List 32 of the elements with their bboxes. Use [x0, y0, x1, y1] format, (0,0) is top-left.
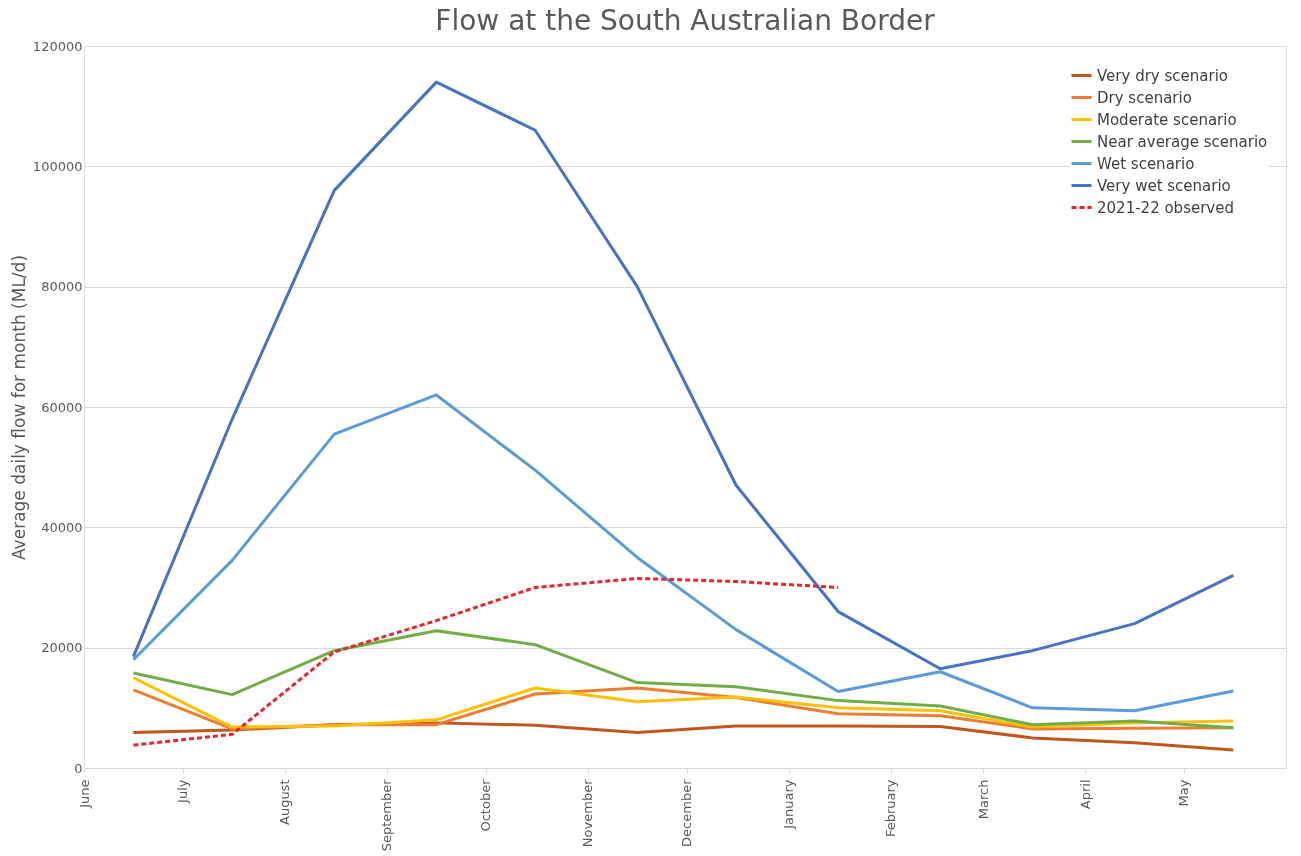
y-tick-label: 60000 — [41, 399, 83, 415]
legend-label: Near average scenario — [1097, 132, 1268, 151]
y-tick-label: 120000 — [32, 38, 83, 54]
y-tick-label: 80000 — [41, 279, 83, 295]
x-tick-label: March — [975, 779, 991, 820]
legend-label: Wet scenario — [1097, 154, 1195, 173]
x-tick-label: February — [883, 779, 899, 838]
y-tick-label: 40000 — [41, 519, 83, 535]
legend-label: 2021-22 observed — [1097, 198, 1234, 217]
x-tick-label: April — [1077, 779, 1093, 810]
line-series — [131, 629, 1235, 730]
x-tick-label: June — [76, 779, 92, 809]
legend-label: Very dry scenario — [1097, 66, 1228, 85]
line-series — [131, 576, 840, 747]
y-tick-label: 100000 — [32, 158, 83, 174]
legend-label: Moderate scenario — [1097, 110, 1237, 129]
x-tick-label: November — [580, 778, 596, 848]
x-tick-label: December — [679, 778, 695, 847]
x-tick-label: August — [277, 779, 293, 825]
x-tick-label: September — [379, 778, 395, 852]
line-series — [131, 393, 1235, 713]
y-axis-title: Average daily flow for month (ML/d) — [8, 254, 29, 561]
y-tick-label: 0 — [74, 760, 83, 776]
legend-label: Dry scenario — [1097, 88, 1192, 107]
x-tick-label: May — [1176, 779, 1192, 807]
x-tick-label: October — [478, 778, 494, 832]
x-tick-label: July — [175, 779, 191, 804]
chart-title: Flow at the South Australian Border — [435, 4, 936, 37]
y-tick-label: 20000 — [41, 640, 83, 656]
line-series — [131, 676, 1235, 729]
legend-label: Very wet scenario — [1097, 176, 1231, 195]
x-tick-label: January — [781, 779, 797, 830]
